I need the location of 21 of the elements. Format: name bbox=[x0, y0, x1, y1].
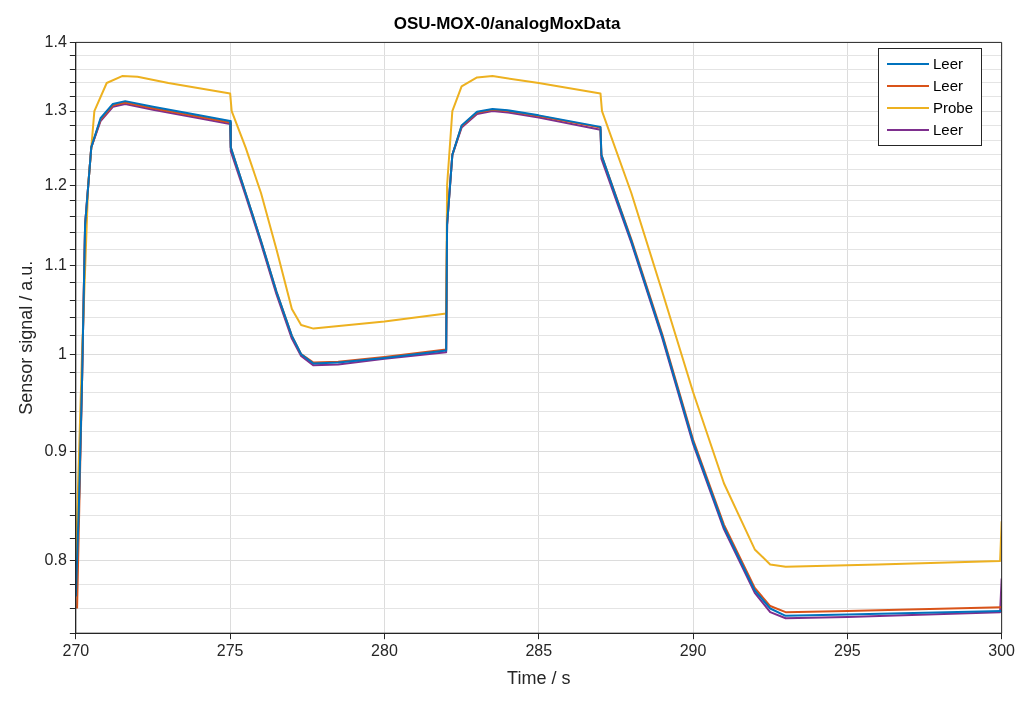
y-tick-label: 1 bbox=[57, 344, 67, 362]
y-tick-label: 0.8 bbox=[44, 551, 67, 569]
chart-title: OSU-MOX-0/analogMoxData bbox=[393, 13, 621, 33]
legend-label: Leer bbox=[932, 54, 963, 74]
legend-label: Leer bbox=[932, 120, 963, 140]
y-tick-label: 1.1 bbox=[44, 256, 67, 274]
x-tick-label: 300 bbox=[988, 642, 1016, 660]
x-axis-title: Time / s bbox=[507, 668, 571, 689]
x-tick-label: 275 bbox=[216, 642, 244, 660]
x-tick-label: 290 bbox=[679, 642, 707, 660]
x-tick-label: 270 bbox=[62, 642, 90, 660]
x-tick-label: 280 bbox=[371, 642, 398, 660]
y-tick-label: 1.3 bbox=[44, 101, 67, 119]
legend-label: Probe bbox=[932, 98, 973, 118]
legend-label: Leer bbox=[932, 76, 963, 96]
x-tick-label: 295 bbox=[834, 642, 861, 660]
y-tick-label: 0.9 bbox=[44, 442, 67, 460]
y-axis-title: Sensor signal / a.u. bbox=[15, 260, 36, 415]
y-tick-label: 1.4 bbox=[44, 32, 67, 50]
y-tick-label: 1.2 bbox=[44, 175, 67, 193]
x-tick-label: 285 bbox=[525, 642, 553, 660]
